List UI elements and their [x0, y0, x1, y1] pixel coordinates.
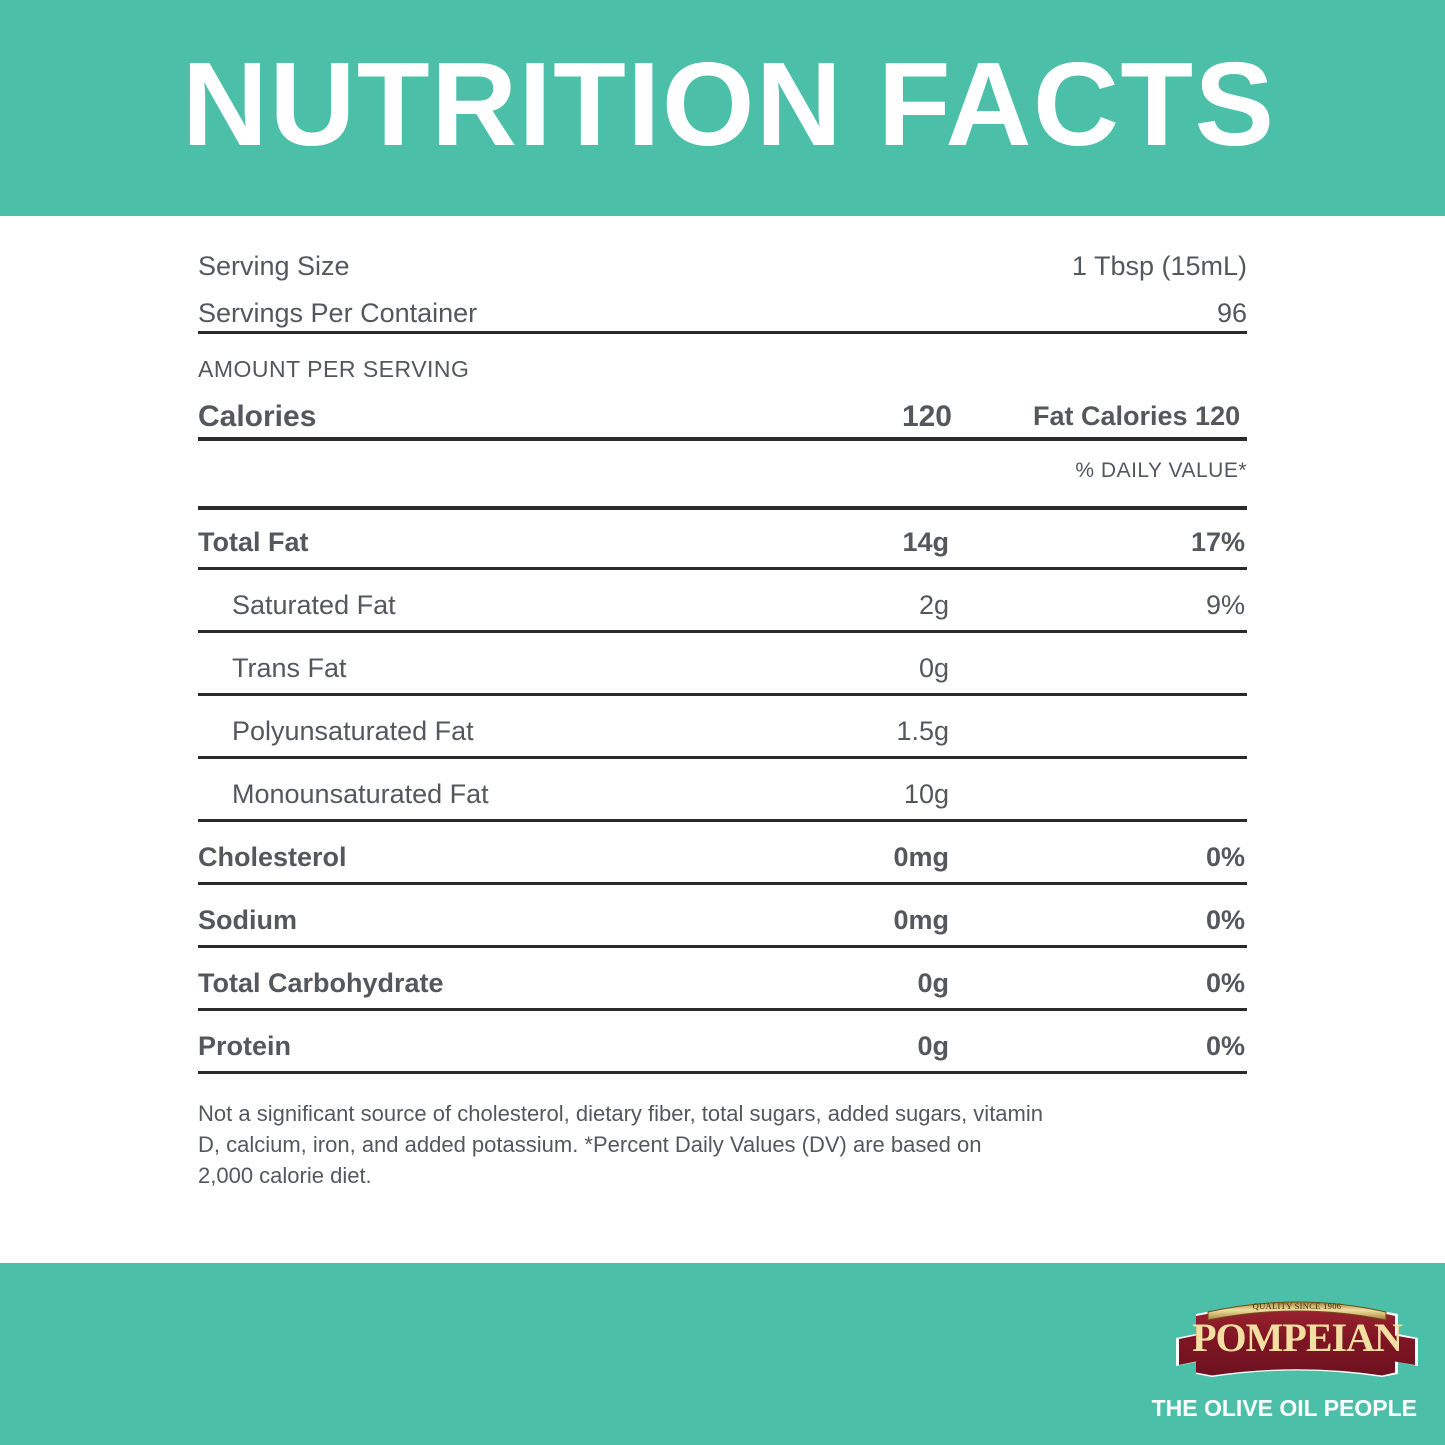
svg-text:POMPEIAN: POMPEIAN [1192, 1315, 1403, 1360]
svg-text:QUALITY SINCE 1906: QUALITY SINCE 1906 [1253, 1301, 1342, 1311]
